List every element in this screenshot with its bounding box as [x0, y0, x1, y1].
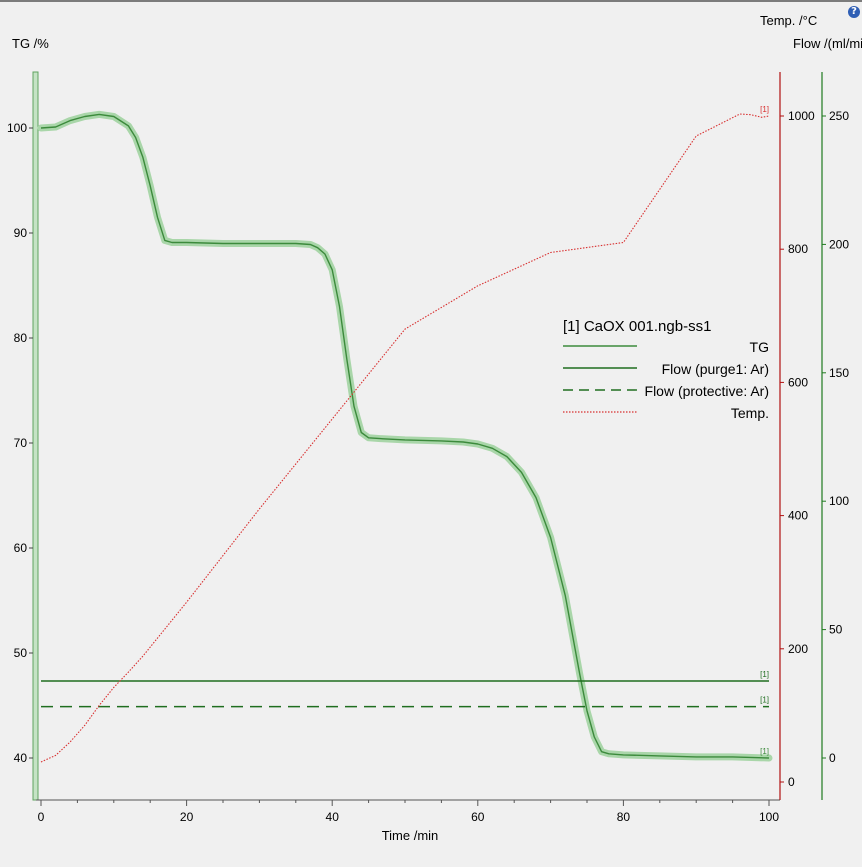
x-axis-title: Time /min	[382, 828, 439, 843]
tg-tick-label: 50	[14, 646, 28, 660]
flow-tick-label: 200	[829, 237, 849, 251]
tg-axis-line	[32, 71, 39, 801]
legend-label-tg: TG	[750, 339, 769, 355]
flow-tick-label: 50	[829, 623, 843, 637]
tg-tick-label: 60	[14, 541, 28, 555]
flow-tick-label: 100	[829, 494, 849, 508]
tg-tick-label: 100	[7, 121, 27, 135]
tg-tick-label: 70	[14, 436, 28, 450]
series-line-tg	[40, 113, 770, 759]
temp-tick-label: 1000	[788, 109, 815, 123]
x-tick-label: 0	[38, 810, 45, 824]
temp-tick-label: 400	[788, 509, 808, 523]
legend-label-flow-purge: Flow (purge1: Ar)	[662, 361, 769, 377]
temp-tick-label: 800	[788, 242, 808, 256]
tg-axis-title: TG /%	[12, 36, 49, 51]
x-tick-label: 20	[180, 810, 194, 824]
help-icon[interactable]: ?	[848, 6, 860, 18]
legend-label-flow-protective: Flow (protective: Ar)	[645, 383, 769, 399]
legend-header: [1] CaOX 001.ngb-ss1	[563, 318, 711, 335]
tg-tick-label: 90	[14, 226, 28, 240]
x-tick-label: 100	[759, 810, 779, 824]
flow-tick-label: 250	[829, 109, 849, 123]
temp-tick-label: 600	[788, 375, 808, 389]
series-tag-tg: [1]	[760, 747, 769, 756]
series-layer: [1] [1] [1] [1]	[37, 105, 773, 763]
legend: [1] CaOX 001.ngb-ss1 TG Flow (purge1: Ar…	[563, 318, 769, 421]
series-tag-flow-purge1-ar: [1]	[760, 670, 769, 679]
flow-tick-label: 150	[829, 366, 849, 380]
flow-tick-label: 0	[829, 751, 836, 765]
flow-axis-title: Flow /(ml/min)	[793, 36, 862, 51]
series-line-temp	[40, 113, 770, 763]
legend-label-temp: Temp.	[731, 405, 769, 421]
x-tick-label: 60	[471, 810, 485, 824]
series-tag-flow-protective-ar: [1]	[760, 696, 769, 705]
temp-tick-label: 200	[788, 642, 808, 656]
x-tick-label: 40	[326, 810, 340, 824]
tg-tick-label: 80	[14, 331, 28, 345]
x-tick-label: 80	[617, 810, 631, 824]
temp-axis-title: Temp. /°C	[760, 13, 817, 28]
temp-tick-label: 0	[788, 775, 795, 789]
series-tag-temp: [1]	[760, 105, 769, 114]
tg-tick-label: 40	[14, 751, 28, 765]
